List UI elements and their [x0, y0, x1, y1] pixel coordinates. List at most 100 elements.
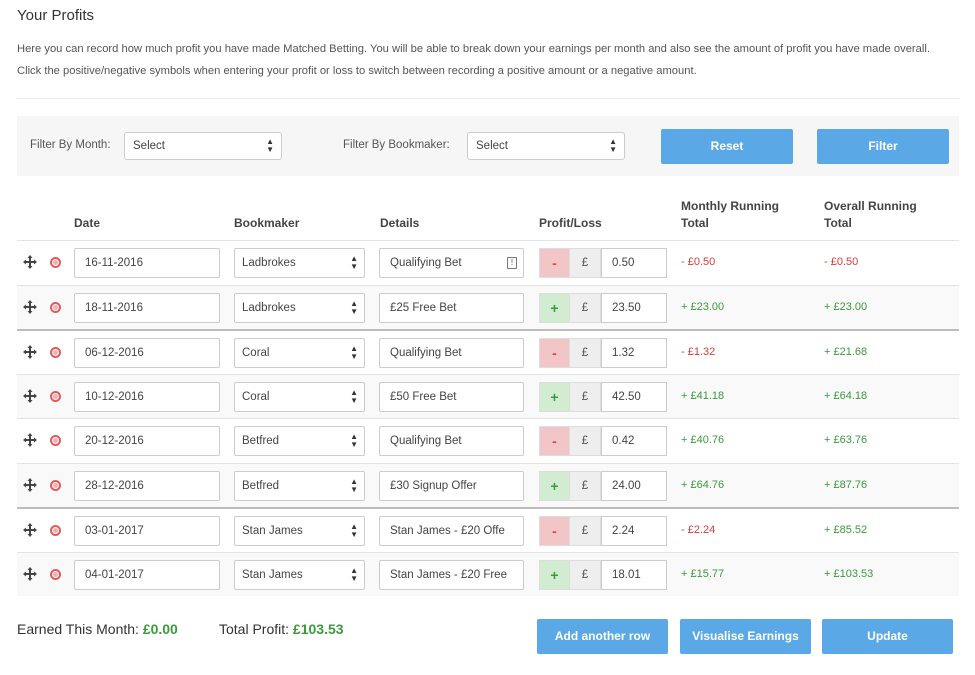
bookmaker-select[interactable]: Ladbrokes ▲ ▼ [234, 293, 365, 323]
amount-input[interactable]: 18.01 [601, 560, 667, 590]
select-arrows-icon: ▲ ▼ [350, 477, 358, 494]
add-row-button[interactable]: Add another row [537, 619, 668, 654]
column-header-monthly-line1: Monthly Running [681, 199, 779, 213]
bookmaker-select[interactable]: Coral ▲ ▼ [234, 338, 365, 368]
select-arrows-icon: ▲ ▼ [350, 388, 358, 405]
amount-input[interactable]: 2.24 [601, 516, 667, 546]
sign-toggle-button[interactable]: + [539, 560, 569, 590]
update-button[interactable]: Update [822, 619, 953, 654]
divider [17, 98, 959, 99]
table-row: 06-12-2016 Coral ▲ ▼ Qualifying Bet - £1.32 - £… [17, 329, 959, 373]
bookmaker-value: Stan James [242, 525, 303, 537]
date-input[interactable]: 18-11-2016 [74, 293, 220, 323]
date-input[interactable]: 10-12-2016 [74, 382, 220, 412]
currency-addon: £ [569, 338, 601, 368]
select-arrows-icon: ▲ ▼ [350, 254, 358, 271]
monthly-running-total: - £1.32 [681, 346, 716, 358]
reset-button[interactable]: Reset [661, 129, 793, 164]
sign-toggle-button[interactable]: + [539, 382, 569, 412]
bookmaker-select[interactable]: Stan James ▲ ▼ [234, 516, 365, 546]
delete-icon[interactable] [50, 347, 61, 358]
details-input[interactable]: £25 Free Bet [379, 293, 524, 323]
details-input[interactable]: Stan James - £20 Free [379, 560, 524, 590]
details-input[interactable]: Qualifying Bet! [379, 248, 524, 278]
column-header-profit-loss: Profit/Loss [539, 216, 602, 230]
table-row: 10-12-2016 Coral ▲ ▼ £50 Free Bet + £42.50 + £4… [17, 374, 959, 418]
page-description: Here you can record how much profit you … [17, 43, 930, 77]
move-icon[interactable] [23, 567, 37, 581]
delete-icon[interactable] [50, 257, 61, 268]
select-arrows-icon: ▲ ▼ [350, 299, 358, 316]
date-input[interactable]: 20-12-2016 [74, 426, 220, 456]
table-row: 20-12-2016 Betfred ▲ ▼ Qualifying Bet - £0.42 +… [17, 418, 959, 462]
amount-input[interactable]: 23.50 [601, 293, 667, 323]
details-input[interactable]: Qualifying Bet [379, 426, 524, 456]
filter-bookmaker-select[interactable]: Select ▲ ▼ [467, 132, 625, 160]
move-icon[interactable] [23, 478, 37, 492]
move-icon[interactable] [23, 433, 37, 447]
bookmaker-value: Betfred [242, 480, 280, 492]
details-input[interactable]: £50 Free Bet [379, 382, 524, 412]
bookmaker-select[interactable]: Coral ▲ ▼ [234, 382, 365, 412]
table-row: 16-11-2016 Ladbrokes ▲ ▼ Qualifying Bet! - £0.… [17, 240, 959, 284]
sign-toggle-button[interactable]: - [539, 426, 569, 456]
bookmaker-select[interactable]: Ladbrokes ▲ ▼ [234, 248, 365, 278]
table-row: 18-11-2016 Ladbrokes ▲ ▼ £25 Free Bet + £23.50… [17, 285, 959, 329]
move-icon[interactable] [23, 345, 37, 359]
delete-icon[interactable] [50, 302, 61, 313]
filter-month-select[interactable]: Select ▲ ▼ [124, 132, 282, 160]
bookmaker-select[interactable]: Betfred ▲ ▼ [234, 426, 365, 456]
bookmaker-select[interactable]: Betfred ▲ ▼ [234, 471, 365, 501]
amount-input[interactable]: 0.50 [601, 248, 667, 278]
overall-running-total: + £85.52 [824, 524, 868, 536]
earned-this-month: Earned This Month: £0.00 [17, 621, 178, 637]
total-profit-value: £103.53 [292, 621, 344, 637]
column-header-monthly-line2: Total [681, 216, 709, 230]
currency-addon: £ [569, 560, 601, 590]
details-input[interactable]: Stan James - £20 Offe [379, 516, 524, 546]
date-input[interactable]: 03-01-2017 [74, 516, 220, 546]
overall-running-total: - £0.50 [824, 256, 859, 268]
sign-toggle-button[interactable]: + [539, 471, 569, 501]
bookmaker-value: Ladbrokes [242, 257, 296, 269]
date-input[interactable]: 28-12-2016 [74, 471, 220, 501]
currency-addon: £ [569, 426, 601, 456]
amount-input[interactable]: 42.50 [601, 382, 667, 412]
table-row: 28-12-2016 Betfred ▲ ▼ £30 Signup Offer + £24.… [17, 463, 959, 507]
overall-running-total: + £23.00 [824, 301, 868, 313]
sign-toggle-button[interactable]: - [539, 516, 569, 546]
overall-running-total: + £64.18 [824, 390, 868, 402]
sign-toggle-button[interactable]: + [539, 293, 569, 323]
table-row: 03-01-2017 Stan James ▲ ▼ Stan James - £20 O… [17, 507, 959, 551]
details-value: £25 Free Bet [390, 302, 457, 314]
details-input[interactable]: £30 Signup Offer [379, 471, 524, 501]
amount-input[interactable]: 0.42 [601, 426, 667, 456]
date-input[interactable]: 16-11-2016 [74, 248, 220, 278]
sign-toggle-button[interactable]: - [539, 248, 569, 278]
page-title: Your Profits [17, 7, 94, 24]
visualise-earnings-button[interactable]: Visualise Earnings [680, 619, 811, 654]
total-profit: Total Profit: £103.53 [219, 621, 344, 637]
details-input[interactable]: Qualifying Bet [379, 338, 524, 368]
amount-input[interactable]: 1.32 [601, 338, 667, 368]
sign-toggle-button[interactable]: - [539, 338, 569, 368]
select-arrows-icon: ▲ ▼ [350, 566, 358, 583]
delete-icon[interactable] [50, 435, 61, 446]
delete-icon[interactable] [50, 480, 61, 491]
amount-input[interactable]: 24.00 [601, 471, 667, 501]
move-icon[interactable] [23, 389, 37, 403]
delete-icon[interactable] [50, 391, 61, 402]
move-icon[interactable] [23, 300, 37, 314]
details-value: Qualifying Bet [390, 347, 462, 359]
move-icon[interactable] [23, 255, 37, 269]
bookmaker-select[interactable]: Stan James ▲ ▼ [234, 560, 365, 590]
filter-button[interactable]: Filter [817, 129, 949, 164]
details-value: Stan James - £20 Offe [390, 525, 505, 537]
column-header-details: Details [380, 216, 420, 230]
delete-icon[interactable] [50, 525, 61, 536]
date-input[interactable]: 04-01-2017 [74, 560, 220, 590]
monthly-running-total: - £2.24 [681, 524, 716, 536]
move-icon[interactable] [23, 523, 37, 537]
date-input[interactable]: 06-12-2016 [74, 338, 220, 368]
delete-icon[interactable] [50, 569, 61, 580]
